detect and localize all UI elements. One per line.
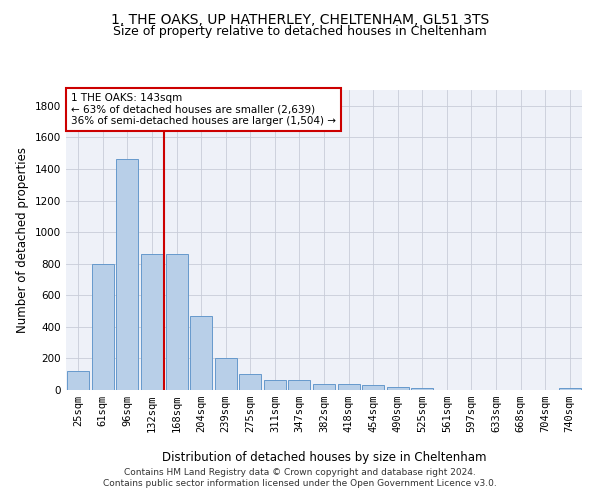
Bar bbox=[362, 386, 384, 390]
Bar bbox=[239, 374, 262, 390]
Bar bbox=[264, 380, 286, 390]
Bar bbox=[289, 380, 310, 390]
Text: 1, THE OAKS, UP HATHERLEY, CHELTENHAM, GL51 3TS: 1, THE OAKS, UP HATHERLEY, CHELTENHAM, G… bbox=[111, 12, 489, 26]
Text: Distribution of detached houses by size in Cheltenham: Distribution of detached houses by size … bbox=[162, 451, 486, 464]
Bar bbox=[215, 358, 237, 390]
Bar bbox=[166, 254, 188, 390]
Text: Size of property relative to detached houses in Cheltenham: Size of property relative to detached ho… bbox=[113, 25, 487, 38]
Text: Contains HM Land Registry data © Crown copyright and database right 2024.
Contai: Contains HM Land Registry data © Crown c… bbox=[103, 468, 497, 487]
Bar bbox=[559, 388, 581, 390]
Text: 1 THE OAKS: 143sqm
← 63% of detached houses are smaller (2,639)
36% of semi-deta: 1 THE OAKS: 143sqm ← 63% of detached hou… bbox=[71, 93, 336, 126]
Y-axis label: Number of detached properties: Number of detached properties bbox=[16, 147, 29, 333]
Bar bbox=[141, 254, 163, 390]
Bar bbox=[338, 384, 359, 390]
Bar bbox=[386, 386, 409, 390]
Bar bbox=[313, 384, 335, 390]
Bar bbox=[411, 388, 433, 390]
Bar bbox=[116, 160, 139, 390]
Bar bbox=[67, 371, 89, 390]
Bar bbox=[92, 264, 114, 390]
Bar bbox=[190, 316, 212, 390]
